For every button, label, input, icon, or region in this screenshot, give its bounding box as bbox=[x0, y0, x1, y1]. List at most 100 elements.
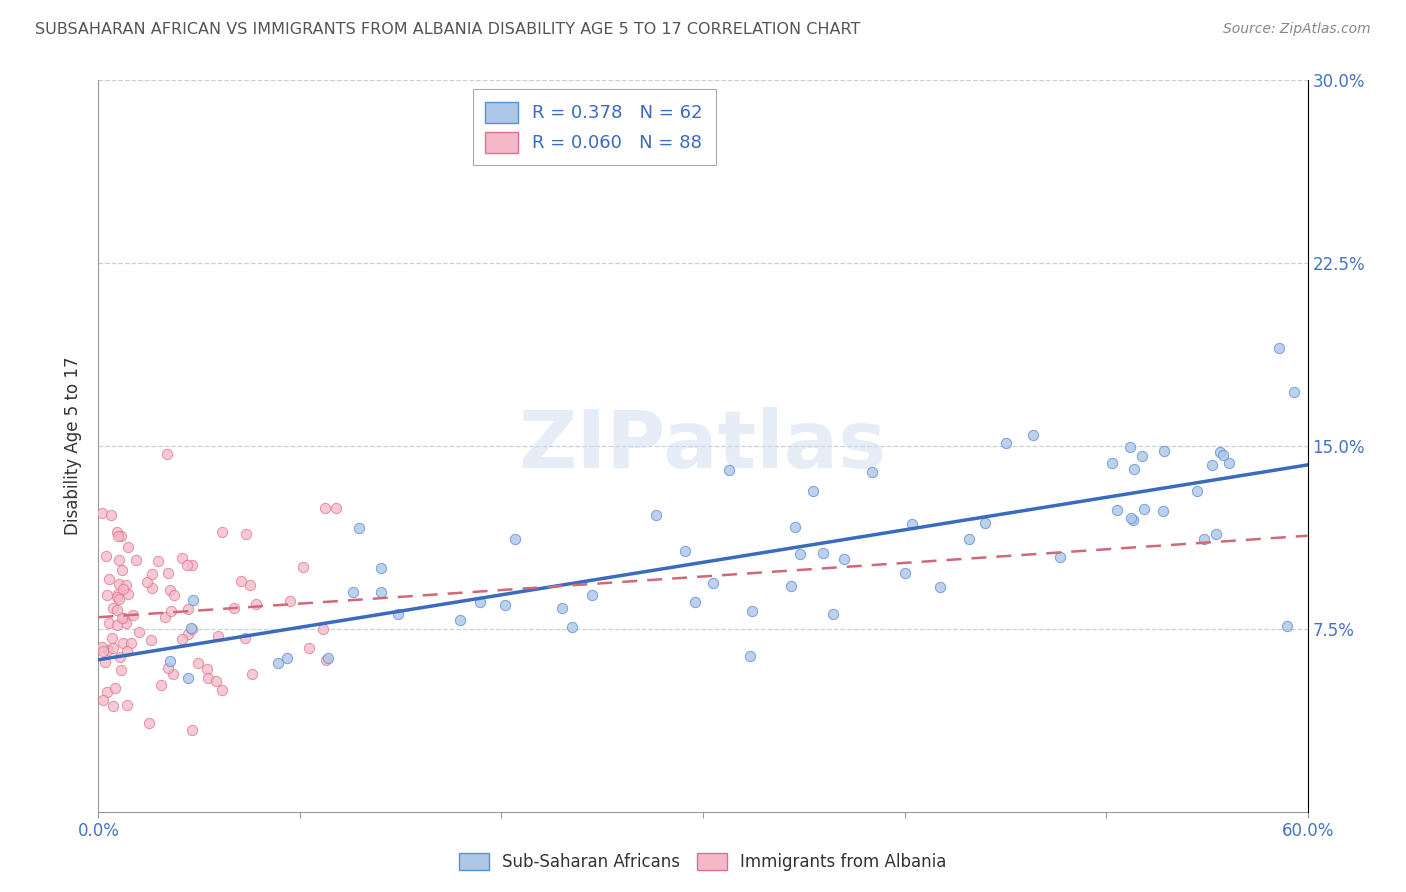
Point bbox=[211, 524, 233, 539]
Point bbox=[1152, 503, 1174, 517]
Point bbox=[94, 549, 117, 564]
Point bbox=[141, 567, 163, 582]
Point bbox=[245, 597, 267, 611]
Point bbox=[503, 532, 526, 546]
Point bbox=[157, 661, 180, 675]
Point bbox=[645, 508, 668, 522]
Point bbox=[103, 600, 125, 615]
Point bbox=[1022, 427, 1045, 442]
Point bbox=[96, 588, 118, 602]
Text: SUBSAHARAN AFRICAN VS IMMIGRANTS FROM ALBANIA DISABILITY AGE 5 TO 17 CORRELATION: SUBSAHARAN AFRICAN VS IMMIGRANTS FROM AL… bbox=[35, 22, 860, 37]
Point bbox=[124, 552, 146, 566]
Point bbox=[741, 604, 763, 618]
Point bbox=[1049, 550, 1071, 565]
Point bbox=[449, 613, 471, 627]
Point bbox=[91, 506, 114, 520]
Point bbox=[581, 588, 603, 602]
Point bbox=[156, 566, 179, 581]
Point bbox=[170, 632, 193, 647]
Point bbox=[93, 644, 115, 658]
Point bbox=[779, 579, 801, 593]
Point bbox=[163, 588, 186, 602]
Point bbox=[110, 663, 132, 677]
Point bbox=[93, 656, 115, 670]
Point bbox=[170, 551, 193, 566]
Point bbox=[197, 671, 219, 685]
Point bbox=[181, 593, 204, 607]
Y-axis label: Disability Age 5 to 17: Disability Age 5 to 17 bbox=[65, 357, 83, 535]
Point bbox=[128, 625, 150, 640]
Point bbox=[235, 527, 257, 541]
Point bbox=[1185, 483, 1208, 498]
Point bbox=[1123, 462, 1146, 476]
Point bbox=[108, 591, 131, 606]
Point bbox=[90, 640, 112, 654]
Point bbox=[108, 576, 131, 591]
Point bbox=[231, 574, 253, 588]
Point bbox=[387, 607, 409, 621]
Point bbox=[298, 640, 321, 655]
Point bbox=[314, 501, 336, 516]
Point bbox=[148, 554, 170, 568]
Point bbox=[111, 563, 134, 577]
Point bbox=[974, 516, 997, 530]
Point bbox=[121, 608, 143, 623]
Point bbox=[349, 521, 371, 535]
Point bbox=[673, 544, 696, 558]
Point bbox=[1107, 503, 1129, 517]
Point bbox=[180, 558, 202, 572]
Point bbox=[153, 610, 176, 624]
Legend: R = 0.378   N = 62, R = 0.060   N = 88: R = 0.378 N = 62, R = 0.060 N = 88 bbox=[472, 89, 716, 165]
Point bbox=[101, 698, 124, 713]
Point bbox=[211, 682, 233, 697]
Point bbox=[176, 602, 198, 616]
Point bbox=[738, 648, 761, 663]
Point bbox=[117, 698, 139, 712]
Point bbox=[893, 566, 915, 580]
Point bbox=[1130, 449, 1153, 463]
Point bbox=[994, 436, 1017, 450]
Point bbox=[105, 525, 128, 540]
Point bbox=[138, 715, 160, 730]
Point bbox=[551, 601, 574, 615]
Point bbox=[813, 546, 835, 560]
Point bbox=[117, 540, 139, 554]
Point bbox=[683, 595, 706, 609]
Point bbox=[1119, 441, 1142, 455]
Point bbox=[180, 723, 202, 737]
Point bbox=[107, 587, 129, 601]
Point bbox=[120, 636, 142, 650]
Point bbox=[957, 532, 980, 546]
Point bbox=[929, 580, 952, 594]
Point bbox=[468, 595, 491, 609]
Point bbox=[325, 501, 347, 516]
Point bbox=[342, 584, 364, 599]
Point bbox=[177, 671, 200, 685]
Point bbox=[702, 576, 724, 591]
Point bbox=[1192, 533, 1215, 547]
Point bbox=[1133, 502, 1156, 516]
Point bbox=[235, 631, 257, 645]
Point bbox=[370, 561, 392, 575]
Point bbox=[494, 598, 516, 612]
Point bbox=[783, 520, 806, 534]
Point bbox=[135, 575, 157, 590]
Point bbox=[100, 508, 122, 523]
Point bbox=[114, 616, 136, 631]
Point bbox=[159, 582, 181, 597]
Point bbox=[107, 553, 129, 567]
Point bbox=[1209, 445, 1232, 459]
Point bbox=[561, 620, 583, 634]
Point bbox=[176, 558, 198, 572]
Point bbox=[222, 601, 245, 615]
Point bbox=[195, 662, 218, 676]
Point bbox=[1212, 448, 1234, 462]
Point bbox=[156, 447, 179, 461]
Point bbox=[96, 684, 118, 698]
Point bbox=[1101, 456, 1123, 470]
Point bbox=[101, 640, 124, 655]
Point bbox=[801, 484, 824, 499]
Point bbox=[107, 529, 129, 543]
Point bbox=[1282, 385, 1305, 400]
Point bbox=[112, 635, 135, 649]
